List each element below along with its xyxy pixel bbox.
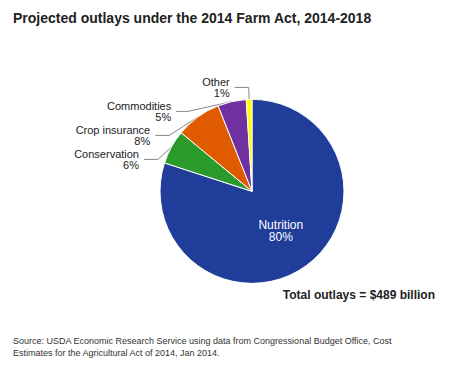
svg-text:Commodities: Commodities (107, 99, 172, 112)
svg-text:8%: 8% (134, 135, 150, 147)
svg-text:6%: 6% (123, 159, 139, 171)
svg-text:Estimates for the Agricultural: Estimates for the Agricultural Act of 20… (13, 348, 220, 358)
svg-text:Crop insurance: Crop insurance (75, 123, 151, 136)
svg-text:Total outlays = $489 billion: Total outlays = $489 billion (283, 288, 435, 302)
svg-text:Conservation: Conservation (74, 147, 139, 160)
svg-text:Other: Other (202, 75, 230, 88)
svg-text:1%: 1% (214, 87, 230, 99)
svg-text:Source: USDA Economic Research: Source: USDA Economic Research Service u… (13, 336, 392, 346)
svg-text:Nutrition: Nutrition (258, 218, 304, 232)
svg-text:80%: 80% (269, 230, 293, 244)
svg-text:Projected outlays under the 20: Projected outlays under the 2014 Farm Ac… (13, 10, 371, 26)
svg-text:5%: 5% (155, 111, 171, 123)
